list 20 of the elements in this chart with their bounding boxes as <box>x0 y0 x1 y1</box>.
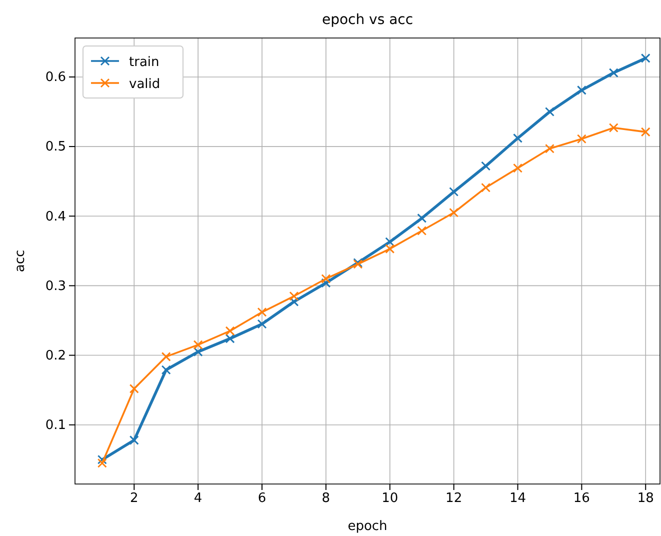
y-tick-label: 0.2 <box>45 348 66 364</box>
y-tick-label: 0.4 <box>45 209 66 224</box>
chart-title: epoch vs acc <box>322 12 414 28</box>
y-tick-label: 0.6 <box>45 70 66 86</box>
y-tick-label: 0.1 <box>45 418 66 434</box>
y-tick-label: 0.3 <box>45 278 66 294</box>
x-tick-label: 8 <box>322 491 330 506</box>
x-tick-label: 14 <box>509 491 526 506</box>
x-tick-label: 12 <box>446 491 462 506</box>
x-tick-label: 10 <box>382 491 398 506</box>
x-tick-label: 16 <box>573 491 590 506</box>
y-axis-title: acc <box>13 250 28 272</box>
legend-label: train <box>129 55 160 70</box>
y-tick-label: 0.5 <box>45 140 66 155</box>
x-axis-title: epoch <box>348 519 388 534</box>
legend-label: valid <box>129 77 160 92</box>
x-tick-label: 2 <box>130 491 138 506</box>
x-tick-label: 18 <box>637 491 654 506</box>
x-tick-label: 4 <box>194 491 202 506</box>
x-tick-label: 6 <box>258 491 266 506</box>
